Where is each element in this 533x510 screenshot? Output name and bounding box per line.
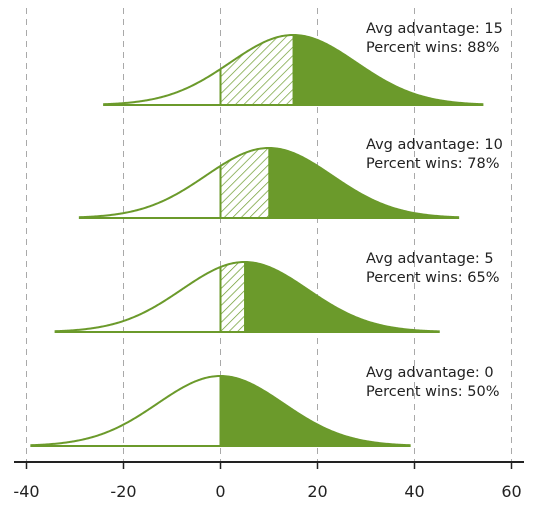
curves bbox=[30, 33, 484, 447]
annotations: Avg advantage: 15 Percent wins: 88% Avg ad… bbox=[366, 21, 503, 400]
annotation-advantage: Avg advantage: 5 bbox=[366, 251, 494, 267]
annotation-wins: Percent wins: 78% bbox=[366, 156, 500, 172]
curve-outline bbox=[54, 260, 440, 333]
distribution-curve bbox=[103, 33, 484, 106]
annotation-advantage: Avg advantage: 10 bbox=[366, 137, 503, 153]
distribution-curve bbox=[54, 260, 440, 333]
x-axis: -40 -20 0 20 40 60 bbox=[13, 461, 524, 501]
distribution-curve bbox=[30, 374, 411, 447]
x-tick-label: 60 bbox=[501, 482, 521, 501]
x-tick-label: 40 bbox=[404, 482, 424, 501]
x-tick-label: -40 bbox=[13, 482, 39, 501]
curve-outline bbox=[78, 146, 460, 219]
solid-area bbox=[244, 262, 439, 332]
annotation-advantage: Avg advantage: 15 bbox=[366, 21, 503, 37]
annotation-wins: Percent wins: 88% bbox=[366, 40, 500, 56]
hatched-area bbox=[219, 261, 246, 333]
curve-outline bbox=[103, 33, 484, 106]
x-tick-label: 0 bbox=[215, 482, 225, 501]
annotation-wins: Percent wins: 65% bbox=[366, 270, 500, 286]
hatched-area bbox=[219, 147, 270, 219]
annotation-advantage: Avg advantage: 0 bbox=[366, 365, 494, 381]
annotation-wins: Percent wins: 50% bbox=[366, 384, 500, 400]
x-tick-label: -20 bbox=[110, 482, 136, 501]
distribution-curve bbox=[78, 146, 460, 219]
x-tick-label: 20 bbox=[307, 482, 327, 501]
